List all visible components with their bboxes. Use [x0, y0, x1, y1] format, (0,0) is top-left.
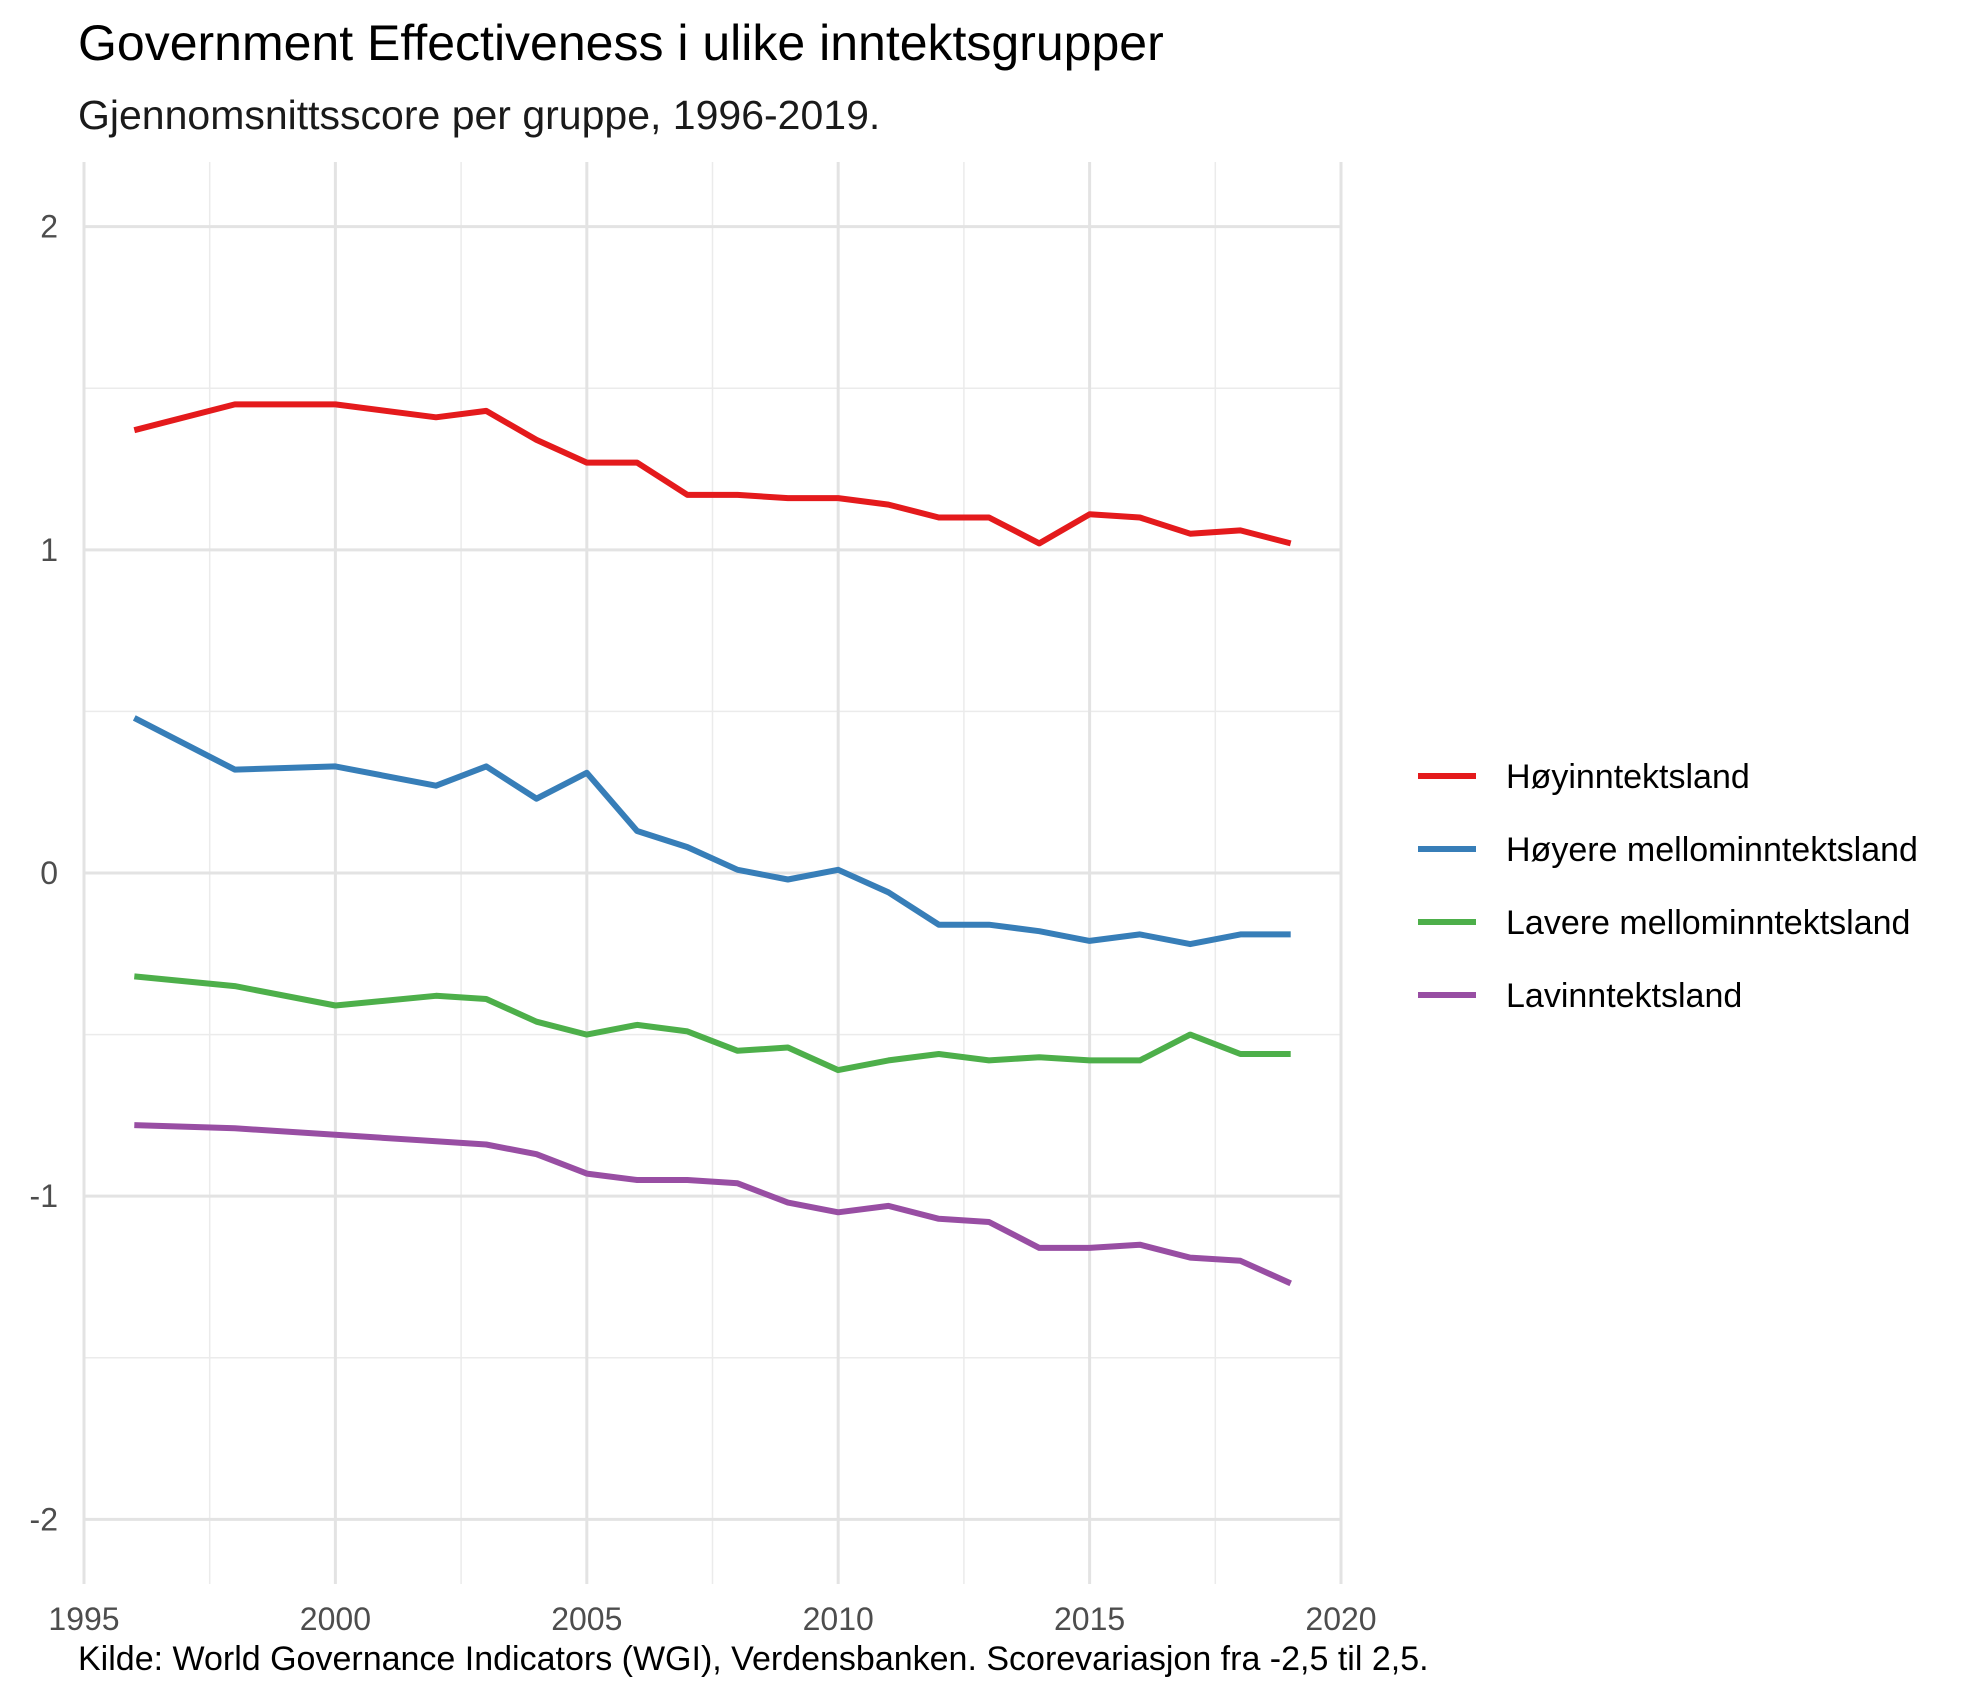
series-line-1 — [132, 715, 1291, 948]
y-tick-label: -1 — [30, 1178, 58, 1214]
y-axis-tick-labels: -2 -1 0 1 2 — [30, 209, 58, 1538]
y-tick-label: 0 — [40, 855, 58, 891]
legend-label-2: Lavere mellominntektsland — [1506, 904, 1910, 942]
chart-title: Government Effectiveness i ulike inntekt… — [78, 15, 1164, 71]
x-tick-label: 2020 — [1305, 1601, 1376, 1637]
chart-caption: Kilde: World Governance Indicators (WGI)… — [78, 1640, 1429, 1678]
series-line-0 — [133, 401, 1292, 547]
y-tick-label: 1 — [40, 532, 58, 568]
legend-label-3: Lavinntektsland — [1506, 977, 1742, 1015]
legend-label-1: Høyere mellominntektsland — [1506, 831, 1918, 869]
x-axis-tick-labels: 1995 2000 2005 2010 2015 2020 — [48, 1601, 1376, 1637]
y-tick-label: 2 — [40, 209, 58, 245]
series-lines — [132, 401, 1292, 1287]
x-tick-label: 2005 — [551, 1601, 622, 1637]
major-gridlines — [82, 162, 1343, 1584]
x-tick-label: 2015 — [1054, 1601, 1125, 1637]
x-tick-label: 2010 — [803, 1601, 874, 1637]
series-line-3 — [134, 1122, 1292, 1287]
x-tick-label: 2000 — [300, 1601, 371, 1637]
x-tick-label: 1995 — [48, 1601, 119, 1637]
legend-label-0: Høyinntektsland — [1506, 758, 1750, 796]
chart-subtitle: Gjennomsnittsscore per gruppe, 1996-2019… — [78, 92, 881, 138]
series-line-2 — [134, 973, 1291, 1074]
legend: Høyinntektsland Høyere mellominntektsland… — [1418, 758, 1918, 1015]
y-tick-label: -2 — [30, 1501, 58, 1537]
